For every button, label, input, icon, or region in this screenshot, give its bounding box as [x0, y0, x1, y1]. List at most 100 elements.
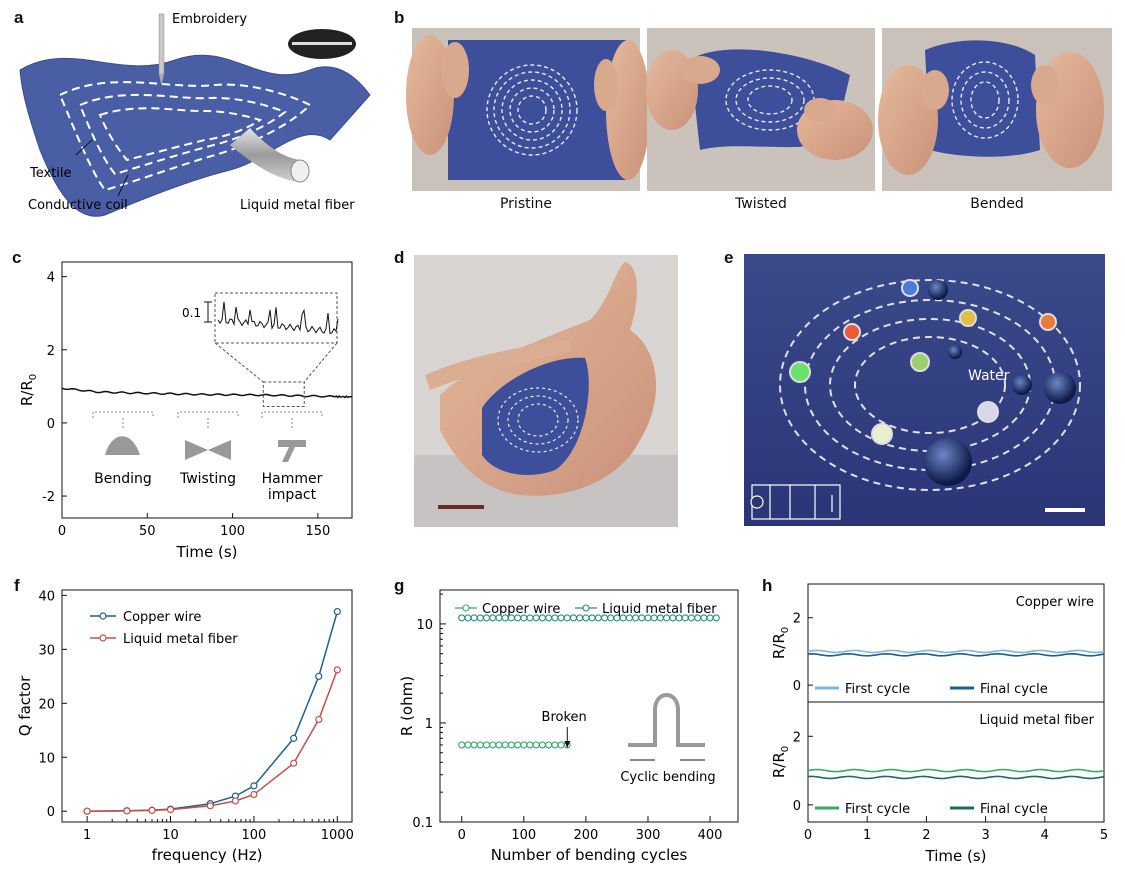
photo-twisted: [646, 28, 875, 191]
chart-f: 1 10 100 1000 0 10 20 30 40 frequency (Hz) Q facto…: [16, 589, 354, 864]
y-tick-label: 20: [38, 697, 55, 712]
data-point: [250, 790, 258, 799]
x-tick-label: 100: [241, 828, 266, 843]
data-point: [476, 741, 484, 749]
y-tick-label: 2: [793, 612, 801, 627]
legend-marker: [582, 604, 590, 612]
x-tick-label: 10: [162, 828, 179, 843]
data-point: [538, 741, 546, 749]
data-point: [557, 741, 565, 749]
data-point: [712, 614, 720, 622]
label-water: Water: [968, 368, 1010, 384]
series-line: [807, 768, 1105, 773]
plot-frame: [61, 589, 353, 823]
y-axis-label: R (ohm): [398, 676, 416, 736]
label-embroidery: Embroidery: [172, 12, 247, 27]
y-axis-label: R/R0: [770, 746, 791, 778]
legend-marker: [99, 634, 107, 642]
annotation-broken: Broken: [542, 710, 587, 725]
series-line: [807, 649, 1105, 654]
x-tick-label: 0: [458, 828, 466, 843]
data-point: [532, 614, 540, 622]
legend-marker: [462, 604, 470, 612]
data-point: [495, 741, 503, 749]
data-point: [520, 614, 528, 622]
legend-marker: [99, 612, 107, 620]
x-tick-label: 50: [139, 524, 156, 539]
data-point: [333, 666, 341, 674]
y-axis-label: R/R0: [770, 627, 791, 659]
panel-label-d: d: [394, 248, 405, 267]
panel-label-c: c: [12, 248, 22, 267]
x-tick-label: 300: [636, 828, 661, 843]
x-tick-label: 100: [220, 524, 245, 539]
data-point: [495, 614, 503, 622]
y-tick-label: 0: [793, 679, 801, 694]
data-point: [470, 741, 478, 749]
data-point: [545, 741, 553, 749]
legend-label: Liquid metal fiber: [123, 632, 238, 647]
panel-label-h: h: [762, 576, 773, 595]
legend-label: Copper wire: [123, 610, 201, 625]
data-point: [576, 614, 584, 622]
panel-label-f: f: [14, 576, 20, 595]
x-tick-label: 150: [305, 524, 330, 539]
data-point: [464, 741, 472, 749]
data-point: [526, 741, 534, 749]
series-line: [61, 387, 353, 399]
legend-label: Copper wire: [482, 602, 560, 617]
x-tick-label: 3: [981, 828, 989, 843]
data-point: [333, 607, 341, 616]
x-tick-label: 0: [58, 524, 66, 539]
legend-label: Final cycle: [980, 802, 1048, 817]
data-point: [557, 614, 565, 622]
x-tick-label: 200: [573, 828, 598, 843]
legend-label: First cycle: [845, 682, 910, 697]
inset-scale-label: 0.1: [182, 306, 201, 320]
y-tick-label: 0.1: [412, 816, 433, 831]
inset-series-line: [217, 301, 339, 335]
y-tick-label: -2: [42, 490, 55, 505]
data-point: [514, 741, 522, 749]
embroidery-needle-icon: [158, 13, 165, 75]
data-point: [476, 614, 484, 622]
data-point: [551, 614, 559, 622]
panel-label-g: g: [394, 576, 405, 595]
inset-connector: [303, 342, 338, 383]
x-tick-label: 1: [83, 828, 91, 843]
photo-leds-water: Water: [744, 254, 1105, 526]
scale-bar-e: [1045, 508, 1085, 512]
textile-shape: [19, 54, 371, 217]
y-tick-label: 0: [793, 799, 801, 814]
x-tick-label: 0: [804, 828, 812, 843]
data-point: [148, 806, 156, 815]
x-tick-label: 1000: [321, 828, 354, 843]
data-point: [464, 614, 472, 622]
annotation-cyclic-bending: Cyclic bending: [620, 770, 715, 785]
x-tick-label: 100: [511, 828, 536, 843]
series-line: [807, 775, 1105, 780]
twisting-icon: [185, 440, 231, 460]
y-tick-label: 1: [425, 717, 433, 732]
bending-icon: [105, 436, 140, 455]
panel-label-b: b: [394, 8, 405, 27]
photo-hand: [414, 255, 678, 527]
action-label: Bending: [94, 471, 152, 487]
inset-connector: [214, 342, 264, 383]
x-axis-label: Time (s): [176, 543, 238, 561]
subplot-title: Liquid metal fiber: [979, 713, 1094, 728]
action-bracket: [261, 411, 323, 418]
caption-twisted: Twisted: [735, 196, 787, 212]
x-tick-label: 2: [922, 828, 930, 843]
data-point: [483, 741, 491, 749]
data-point: [458, 614, 466, 622]
led-icons: [789, 279, 1057, 445]
data-point: [470, 614, 478, 622]
data-point: [483, 614, 491, 622]
data-point: [501, 614, 509, 622]
data-point: [551, 741, 559, 749]
hammer-icon: [278, 440, 306, 462]
zoom-box: [262, 381, 305, 407]
data-point: [166, 805, 175, 814]
data-point: [315, 715, 323, 724]
